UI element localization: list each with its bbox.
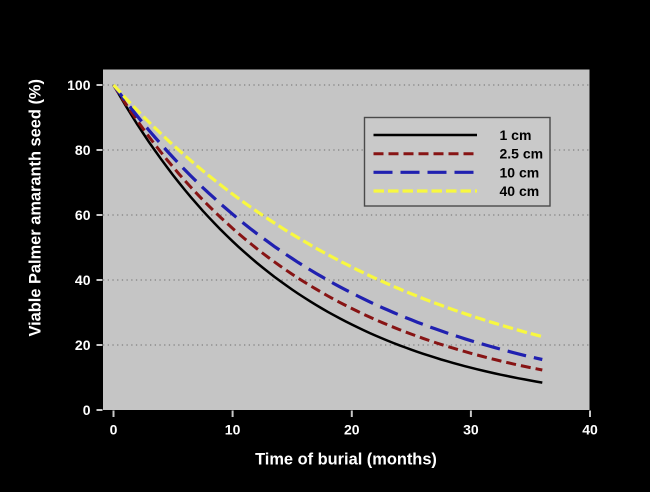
svg-text:60: 60 xyxy=(75,207,91,223)
svg-text:40 cm: 40 cm xyxy=(500,183,540,199)
svg-text:20: 20 xyxy=(75,337,91,353)
svg-text:100: 100 xyxy=(67,77,91,93)
svg-text:40: 40 xyxy=(582,422,598,438)
svg-text:1 cm: 1 cm xyxy=(500,127,532,143)
svg-text:Viable Palmer amaranth seed (%: Viable Palmer amaranth seed (%) xyxy=(26,79,44,337)
svg-text:10: 10 xyxy=(225,422,241,438)
svg-text:Time of burial (months): Time of burial (months) xyxy=(255,451,437,469)
svg-text:40: 40 xyxy=(75,272,91,288)
svg-text:2.5 cm: 2.5 cm xyxy=(500,146,544,162)
svg-text:10 cm: 10 cm xyxy=(500,164,540,180)
svg-text:80: 80 xyxy=(75,142,91,158)
svg-text:20: 20 xyxy=(344,422,360,438)
svg-text:0: 0 xyxy=(83,402,91,418)
svg-text:0: 0 xyxy=(110,422,118,438)
svg-text:30: 30 xyxy=(463,422,479,438)
